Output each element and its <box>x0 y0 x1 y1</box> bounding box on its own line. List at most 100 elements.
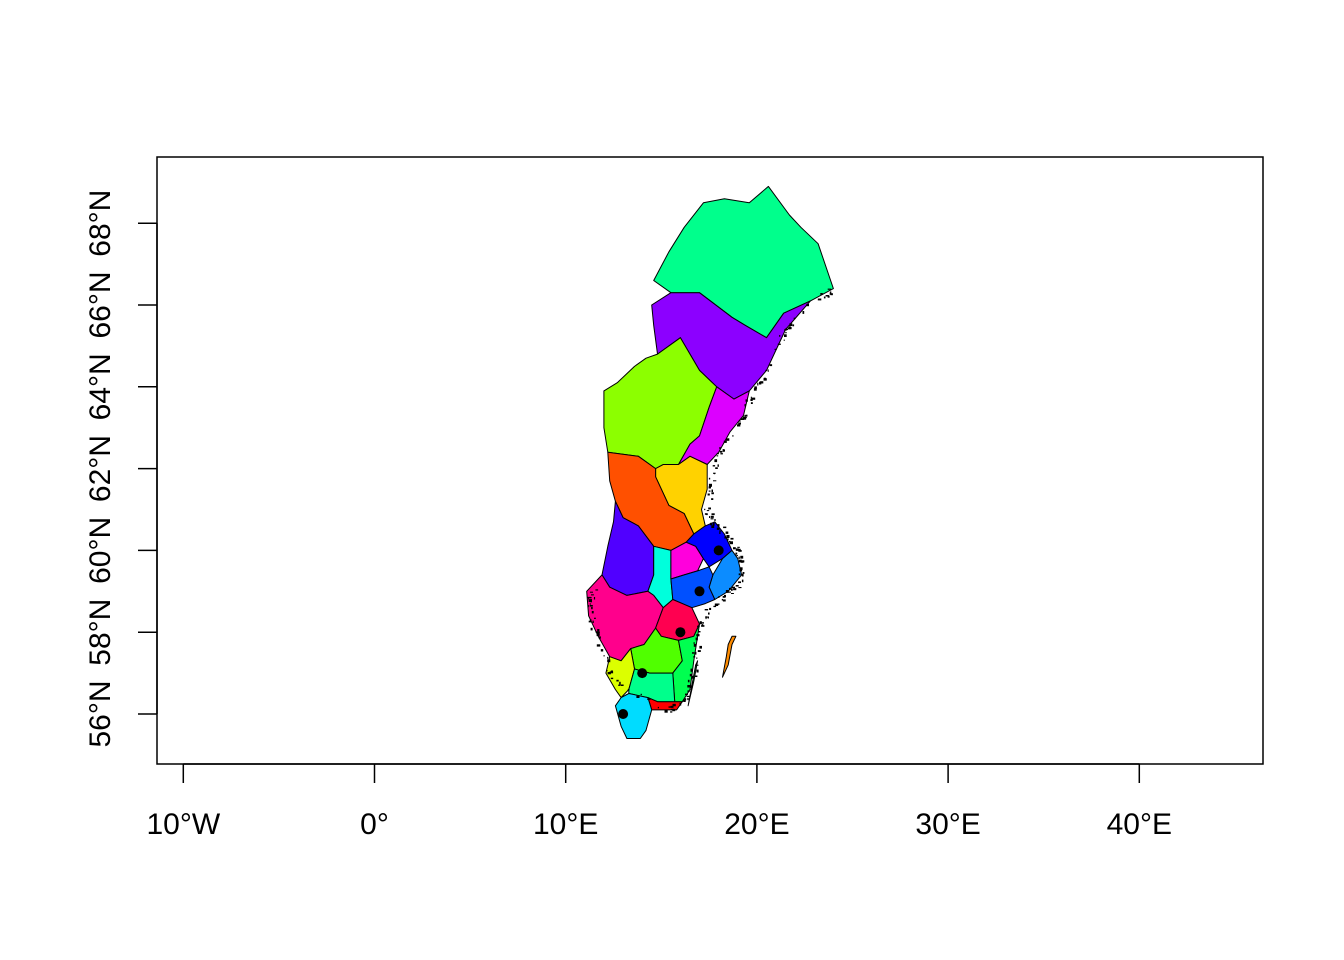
island-mark <box>704 513 708 515</box>
island-mark <box>687 697 689 701</box>
island-mark <box>708 483 712 487</box>
island-mark <box>610 670 613 673</box>
island-mark <box>731 593 734 594</box>
island-mark <box>737 424 741 427</box>
island-mark <box>738 581 741 584</box>
region-layer <box>586 185 834 739</box>
island-mark <box>699 621 702 625</box>
island-mark <box>740 418 745 420</box>
island-mark <box>719 532 721 534</box>
island-mark <box>606 670 608 672</box>
island-mark <box>711 492 714 495</box>
island-mark <box>588 597 590 600</box>
island-mark <box>588 599 592 602</box>
island-mark <box>742 573 744 577</box>
island-mark <box>687 679 690 683</box>
island-mark <box>619 681 621 685</box>
island-mark <box>618 684 620 686</box>
island-mark <box>730 537 734 540</box>
island-mark <box>664 709 668 713</box>
archipelago-layer <box>587 288 833 713</box>
island-mark <box>753 388 757 391</box>
island-mark <box>719 530 722 532</box>
island-mark <box>745 399 748 402</box>
island-mark <box>716 453 719 455</box>
x-tick-label: 0° <box>360 808 389 841</box>
island-mark <box>825 295 829 297</box>
island-mark <box>777 343 781 345</box>
island-mark <box>827 288 832 290</box>
island-mark <box>696 669 699 673</box>
island-mark <box>738 420 741 422</box>
island-mark <box>714 519 716 521</box>
island-mark <box>750 399 753 401</box>
island-mark <box>726 438 730 441</box>
island-mark <box>693 642 695 644</box>
island-mark <box>713 480 717 482</box>
island-mark <box>767 369 769 372</box>
island-mark <box>706 514 708 516</box>
island-mark <box>745 414 748 417</box>
x-tick-label: 10°E <box>533 808 598 841</box>
island-mark <box>714 459 718 463</box>
island-mark <box>710 518 714 520</box>
region-blekinge <box>647 697 683 711</box>
island-mark <box>726 535 730 538</box>
x-tick-label: 30°E <box>915 808 980 841</box>
island-mark <box>716 455 719 457</box>
island-mark <box>596 644 601 647</box>
island-mark <box>640 693 642 696</box>
island-mark <box>697 625 700 627</box>
x-tick-label: 20°E <box>724 808 789 841</box>
island-mark <box>589 619 592 622</box>
island-mark <box>735 585 739 587</box>
island-mark <box>793 317 796 320</box>
island-mark <box>679 702 682 706</box>
y-tick-label: 66°N <box>84 271 117 338</box>
island-mark <box>735 548 739 551</box>
island-mark <box>693 656 696 658</box>
island-mark <box>750 402 753 404</box>
region-oland <box>687 660 699 707</box>
x-axis: 10°W 0° 10°E 20°E 30°E 40°E <box>146 763 1172 841</box>
island-mark <box>708 612 710 615</box>
x-tick-label: 40°E <box>1107 808 1172 841</box>
y-tick-label: 68°N <box>84 190 117 257</box>
island-mark <box>691 675 695 679</box>
island-mark <box>696 634 700 637</box>
island-mark <box>741 579 744 583</box>
island-mark <box>700 622 704 624</box>
island-mark <box>783 339 785 341</box>
island-mark <box>738 556 740 559</box>
island-mark <box>789 323 793 326</box>
island-mark <box>716 527 720 530</box>
island-mark <box>620 684 624 686</box>
island-mark <box>698 631 701 633</box>
island-mark <box>738 559 742 563</box>
island-mark <box>742 417 746 420</box>
island-mark <box>718 596 720 598</box>
island-mark <box>806 303 809 307</box>
island-mark <box>593 597 596 600</box>
island-mark <box>820 293 823 295</box>
island-mark <box>742 572 745 574</box>
island-mark <box>737 546 740 548</box>
island-mark <box>817 298 822 301</box>
y-tick-label: 64°N <box>84 353 117 420</box>
island-mark <box>722 599 726 602</box>
island-mark <box>729 587 732 590</box>
island-mark <box>704 508 706 511</box>
island-mark <box>751 397 756 400</box>
island-mark <box>710 522 713 526</box>
island-mark <box>687 690 690 693</box>
island-mark <box>709 486 711 488</box>
point-marker <box>637 668 648 679</box>
island-mark <box>596 631 600 634</box>
island-mark <box>711 525 715 528</box>
island-mark <box>725 531 729 534</box>
island-mark <box>596 633 600 637</box>
island-mark <box>690 669 693 672</box>
island-mark <box>733 547 736 550</box>
island-mark <box>592 620 594 623</box>
island-mark <box>590 597 592 599</box>
